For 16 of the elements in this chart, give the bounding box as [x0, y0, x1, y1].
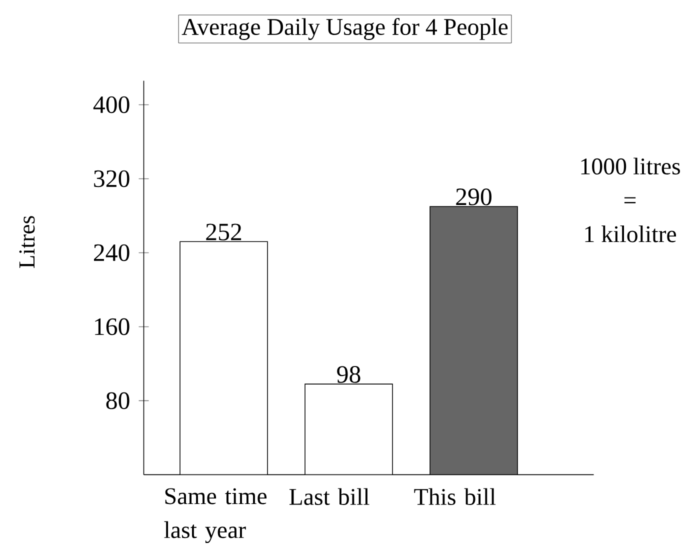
y-tick-label: 240 [94, 244, 130, 262]
y-axis-title: Litres [19, 216, 35, 268]
data-label: 252 [206, 224, 242, 240]
x-tick-label: Same time last year [164, 488, 267, 544]
y-tick-label: 320 [94, 170, 130, 188]
y-tick-label: 160 [95, 318, 130, 336]
text: = [624, 197, 636, 204]
x-tick-label: This bill [414, 488, 496, 506]
y-tick-label: 80 [106, 392, 130, 410]
annotation: 1000 litres [581, 158, 680, 175]
annotation: 1 kilolitre [585, 225, 676, 242]
y-tick-label: 400 [93, 96, 130, 114]
data-label: 290 [456, 188, 492, 206]
x-tick-label: Last bill [289, 488, 370, 506]
chart-title: Average Daily Usage for 4 People [182, 18, 508, 40]
data-label: 98 [337, 366, 360, 383]
